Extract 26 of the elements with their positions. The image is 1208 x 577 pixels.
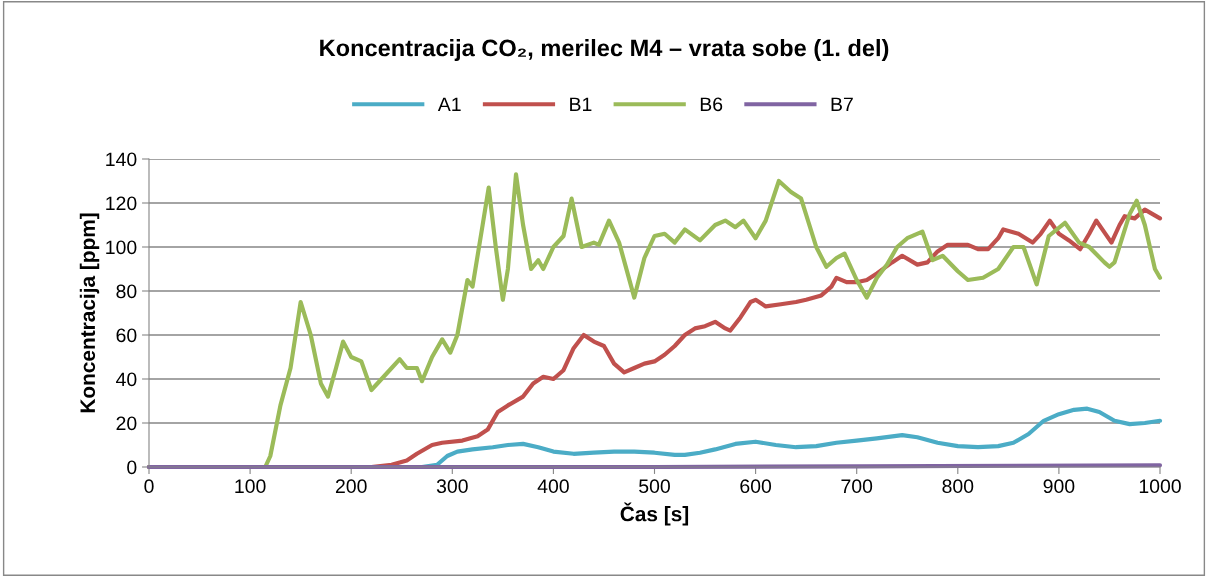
legend-label: B7 <box>831 97 853 112</box>
y-tick-label: 120 <box>106 196 137 211</box>
y-tick-label: 100 <box>106 240 137 255</box>
x-tick-label: 900 <box>1043 479 1075 494</box>
y-tick-label: 60 <box>116 328 137 343</box>
x-tick-label: 400 <box>537 479 569 494</box>
x-tick-label: 300 <box>436 479 468 494</box>
y-tick-label: 80 <box>116 284 137 299</box>
x-axis-title: Čas [s] <box>620 502 689 526</box>
legend-label: B6 <box>700 97 723 112</box>
legend-label: B1 <box>570 97 592 112</box>
y-tick-label: 0 <box>127 460 137 475</box>
y-tick-label: 20 <box>116 416 137 431</box>
y-tick-label: 140 <box>106 152 137 167</box>
y-tick-label: 40 <box>116 372 137 387</box>
y-axis-title: Koncentracija [ppm] <box>79 213 100 413</box>
x-tick-label: 0 <box>144 479 154 494</box>
x-tick-label: 700 <box>841 479 873 494</box>
x-tick-label: 100 <box>235 479 266 494</box>
x-tick-label: 800 <box>942 479 974 494</box>
chart-title: Koncentracija CO₂, merilec M4 – vrata sobe (1. del) <box>320 39 889 61</box>
x-tick-label: 1000 <box>1139 479 1181 494</box>
legend-label: A1 <box>437 97 461 112</box>
x-tick-label: 200 <box>335 479 367 494</box>
x-tick-label: 500 <box>639 479 670 494</box>
x-tick-label: 600 <box>740 479 772 494</box>
